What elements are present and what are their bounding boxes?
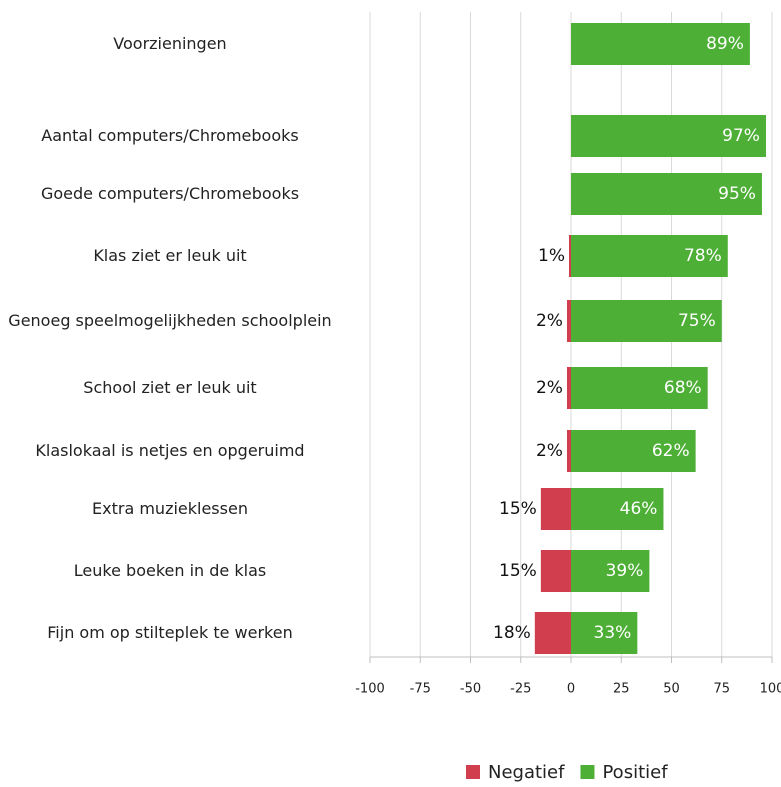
x-tick-label: -75 [410, 682, 431, 697]
bar [534, 612, 571, 654]
value-label: 15% [499, 499, 537, 519]
legend-swatch [580, 765, 595, 779]
bar [566, 300, 571, 342]
bar [568, 235, 571, 277]
bar [566, 430, 571, 472]
value-label: 97% [722, 126, 760, 146]
category-label: Extra muzieklessen [92, 499, 248, 518]
legend-swatch [466, 765, 480, 779]
bar [571, 235, 728, 277]
bar [571, 430, 696, 472]
bar [571, 300, 722, 342]
bar [571, 115, 766, 157]
category-label: Voorzieningen [113, 34, 227, 53]
bar [540, 488, 571, 530]
value-label: 62% [652, 441, 690, 461]
category-label: Klaslokaal is netjes en opgeruimd [35, 441, 305, 460]
category-label: Goede computers/Chromebooks [40, 184, 300, 203]
legend-label: Negatief [488, 762, 565, 783]
legend-label: Positief [602, 762, 668, 783]
category-label: Fijn om op stilteplek te werken [47, 623, 293, 642]
bar [571, 367, 708, 409]
bar [571, 23, 750, 65]
x-tick-label: 25 [613, 682, 630, 697]
bar [571, 612, 638, 654]
bar [571, 488, 664, 530]
x-tick-label: 50 [663, 682, 680, 697]
x-tick-label: 0 [567, 682, 575, 697]
value-label: 95% [718, 184, 756, 204]
category-label: Klas ziet er leuk uit [93, 246, 247, 265]
value-label: 15% [499, 561, 537, 581]
category-label: Aantal computers/Chromebooks [41, 126, 299, 145]
value-label: 89% [706, 34, 744, 54]
value-label: 39% [606, 561, 644, 581]
category-label: School ziet er leuk uit [83, 378, 257, 397]
x-tick-label: 75 [713, 682, 730, 697]
value-label: 46% [620, 499, 658, 519]
value-label: 78% [684, 246, 722, 266]
bar [571, 550, 650, 592]
value-label: 2% [536, 441, 563, 461]
x-tick-label: -25 [510, 682, 531, 697]
bar [571, 173, 762, 215]
x-tick-label: 100 [760, 682, 781, 697]
category-label: Leuke boeken in de klas [73, 561, 267, 580]
x-tick-label: -50 [460, 682, 481, 697]
value-label: 2% [536, 378, 563, 398]
bar [566, 367, 571, 409]
category-label: Genoeg speelmogelijkheden schoolplein [8, 311, 332, 330]
value-label: 2% [536, 311, 563, 331]
value-label: 75% [678, 311, 716, 331]
bar [540, 550, 571, 592]
value-label: 68% [664, 378, 702, 398]
x-tick-label: -100 [355, 682, 385, 697]
value-label: 1% [538, 246, 565, 266]
value-label: 33% [594, 623, 632, 643]
value-label: 18% [493, 623, 531, 643]
